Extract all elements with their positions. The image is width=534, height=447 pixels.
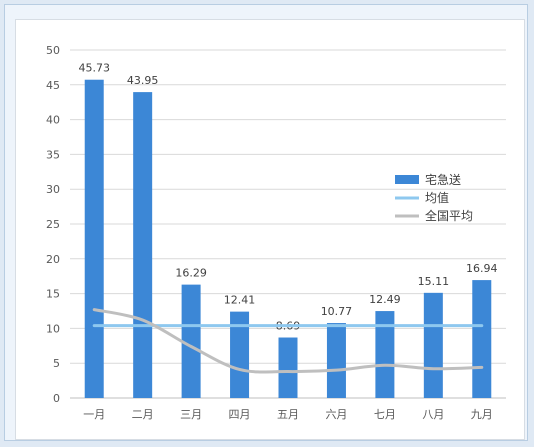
x-tick-label: 六月	[325, 408, 347, 421]
bar-6	[326, 323, 346, 398]
bar-4	[230, 311, 250, 398]
x-tick-label: 九月	[471, 408, 493, 421]
y-tick-label: 30	[46, 183, 60, 196]
bar-5	[278, 337, 298, 398]
x-tick-label: 一月	[83, 408, 105, 421]
x-tick-label: 四月	[229, 408, 251, 421]
y-tick-label: 25	[46, 218, 60, 231]
x-tick-label: 八月	[422, 408, 444, 421]
bar-7	[375, 311, 395, 398]
y-tick-label: 15	[46, 288, 60, 301]
x-tick-label: 五月	[277, 408, 299, 421]
bar-9	[472, 280, 492, 398]
y-tick-label: 5	[53, 357, 60, 370]
data-label: 12.49	[369, 293, 401, 306]
x-tick-label: 三月	[180, 408, 202, 421]
chart-frame: 0 5 10 15 20 25 30 35 40 45 50 一月 二月 三月 四月 五月 六月 七月 八月 九月 45…	[4, 4, 528, 441]
bar-1	[84, 79, 104, 398]
x-tick-label: 二月	[132, 408, 154, 421]
bar-8	[423, 292, 443, 398]
data-label: 16.94	[466, 262, 498, 275]
legend-swatch-bar	[395, 175, 419, 184]
data-label: 16.29	[175, 267, 207, 280]
chart-svg: 0 5 10 15 20 25 30 35 40 45 50 一月 二月 三月 四月 五月 六月 七月 八月 九月 45…	[46, 44, 506, 421]
y-tick-label: 10	[46, 322, 60, 335]
bar-3	[181, 284, 201, 398]
y-tick-label: 20	[46, 253, 60, 266]
data-label: 15.11	[418, 275, 450, 288]
data-label: 45.73	[78, 62, 110, 75]
y-tick-label: 45	[46, 79, 60, 92]
y-tick-label: 35	[46, 148, 60, 161]
x-tick-label: 七月	[374, 408, 396, 421]
y-tick-label: 0	[53, 392, 60, 405]
legend-entry: 全国平均	[425, 208, 473, 223]
y-tick-label: 40	[46, 114, 60, 127]
legend-entry: 宅急送	[425, 172, 461, 187]
data-label: 12.41	[224, 294, 256, 307]
legend-entry: 均值	[425, 190, 449, 205]
line-series-2	[92, 308, 484, 374]
y-tick-label: 50	[46, 44, 60, 57]
data-label: 43.95	[127, 74, 159, 87]
bar-2	[133, 92, 153, 398]
data-label: 10.77	[321, 305, 353, 318]
chart-area: 0 5 10 15 20 25 30 35 40 45 50 一月 二月 三月 四月 五月 六月 七月 八月 九月 45…	[15, 19, 525, 440]
